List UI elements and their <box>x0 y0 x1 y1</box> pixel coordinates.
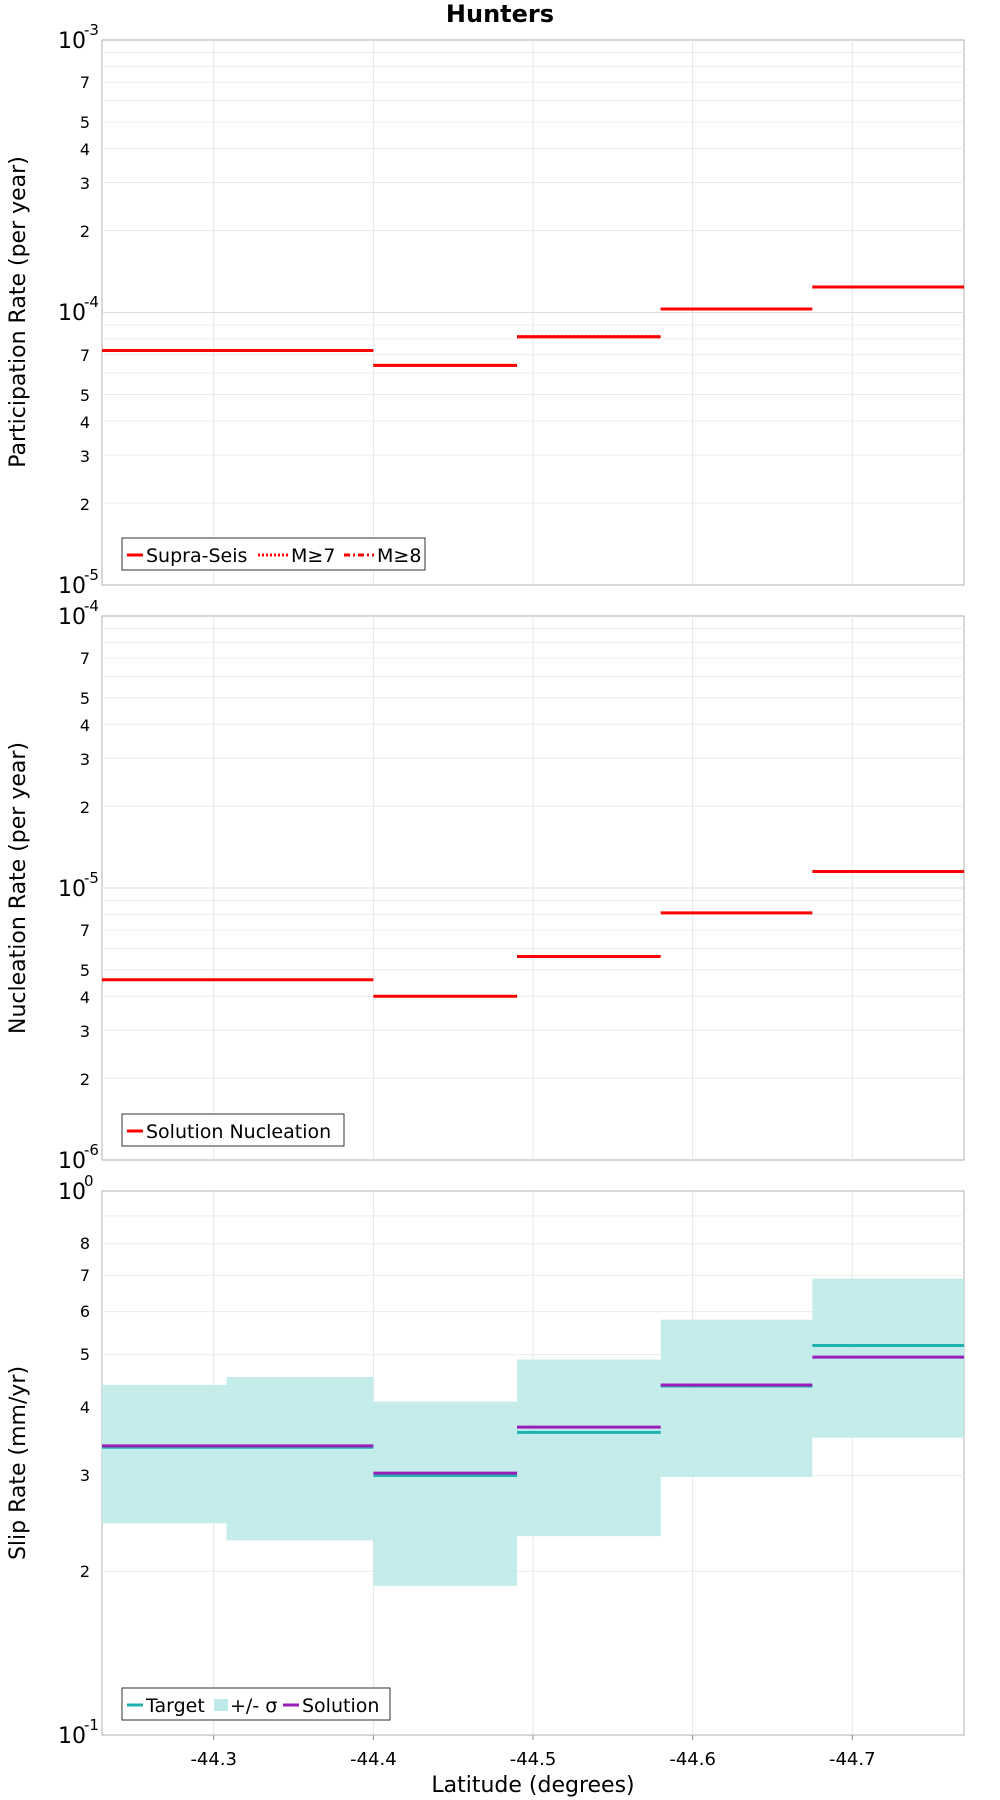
p1-minor-7b: 7 <box>80 346 90 365</box>
p2-minor-5a: 5 <box>80 689 90 708</box>
p2-minor-7a: 7 <box>80 649 90 668</box>
sigma-band-segment <box>517 1359 661 1537</box>
p3-major-0: 10 <box>58 1180 86 1205</box>
sigma-band-segment <box>102 1384 227 1524</box>
legend-label-m7: M≥7 <box>291 545 335 567</box>
p3-minor-7: 7 <box>80 1266 90 1285</box>
p2-minor-2a: 2 <box>80 798 90 817</box>
p1-major-0: 10 <box>58 29 86 54</box>
p1-major-1-exp: -4 <box>84 293 99 311</box>
p2-major-2-exp: -6 <box>84 1141 99 1159</box>
p3-minor-2: 2 <box>80 1562 90 1581</box>
x-tick-label: -44.6 <box>669 1749 716 1770</box>
p2-minor-3a: 3 <box>80 750 90 769</box>
x-tick-labels: -44.3 -44.4 -44.5 -44.6 -44.7 <box>190 1735 876 1770</box>
p1-minor-3a: 3 <box>80 174 90 193</box>
participation-legend: Supra-Seis M≥7 M≥8 <box>121 537 426 571</box>
slip-rate-ylabel: Slip Rate (mm/yr) <box>6 1366 31 1560</box>
slip-rate-panel: 10 0 10 -1 8 7 6 5 4 3 2 -44.3 -44.4 -44.5… <box>6 1172 965 1798</box>
legend-swatch-sigma <box>214 1699 228 1711</box>
p3-major-1-exp: -1 <box>84 1716 99 1734</box>
p3-major-0-exp: 0 <box>84 1172 94 1190</box>
p2-major-0-exp: -4 <box>84 597 99 615</box>
legend-label-target: Target <box>145 1695 205 1717</box>
p1-minor-7a: 7 <box>80 73 90 92</box>
slip-rate-y-ticks: 10 0 10 -1 8 7 6 5 4 3 2 <box>58 1172 99 1749</box>
p1-minor-5a: 5 <box>80 113 90 132</box>
participation-ylabel: Participation Rate (per year) <box>6 156 31 468</box>
slip-rate-legend: Target +/- σ Solution <box>121 1687 391 1721</box>
nucleation-y-ticks: 10 -4 10 -5 10 -6 7 5 4 3 2 7 5 4 3 2 <box>58 597 99 1174</box>
participation-grid <box>102 40 964 585</box>
legend-label-solution: Solution <box>302 1695 379 1717</box>
p1-major-0-exp: -3 <box>84 21 99 39</box>
participation-y-ticks: 10 -3 10 -4 10 -5 7 5 4 3 2 7 5 4 3 2 <box>58 21 99 599</box>
p1-minor-2a: 2 <box>80 222 90 241</box>
p1-minor-4a: 4 <box>80 140 90 159</box>
nucleation-legend: Solution Nucleation <box>121 1113 345 1147</box>
participation-panel: 10 -3 10 -4 10 -5 7 5 4 3 2 7 5 4 3 2 Pa… <box>6 21 965 599</box>
p1-minor-5b: 5 <box>80 386 90 405</box>
x-tick-label: -44.7 <box>829 1749 876 1770</box>
slip-rate-series <box>102 1278 964 1586</box>
p2-minor-5b: 5 <box>80 961 90 980</box>
slip-rate-legend-box <box>121 1687 391 1721</box>
nucleation-grid <box>102 616 964 1160</box>
p3-major-1: 10 <box>58 1724 86 1749</box>
p3-minor-6: 6 <box>80 1302 90 1321</box>
x-axis-label: Latitude (degrees) <box>431 1773 634 1798</box>
p2-major-0: 10 <box>58 605 86 630</box>
p1-minor-2b: 2 <box>80 495 90 514</box>
p1-major-2-exp: -5 <box>84 566 99 584</box>
x-tick-label: -44.5 <box>510 1749 557 1770</box>
p2-minor-3b: 3 <box>80 1022 90 1041</box>
sigma-band-segment <box>373 1401 518 1586</box>
chart-title: Hunters <box>446 0 554 28</box>
p1-major-1: 10 <box>58 301 86 326</box>
p1-minor-3b: 3 <box>80 447 90 466</box>
p2-minor-2b: 2 <box>80 1070 90 1089</box>
x-tick-label: -44.4 <box>350 1749 397 1770</box>
nucleation-panel: 10 -4 10 -5 10 -6 7 5 4 3 2 7 5 4 3 2 Nu… <box>6 597 965 1174</box>
legend-label-supra-seis: Supra-Seis <box>146 545 247 567</box>
legend-label-m8: M≥8 <box>377 545 421 567</box>
p3-minor-5: 5 <box>80 1345 90 1364</box>
p3-minor-8: 8 <box>80 1234 90 1253</box>
participation-legend-box <box>121 537 426 571</box>
nucleation-series <box>102 869 964 998</box>
nucleation-ylabel: Nucleation Rate (per year) <box>6 742 31 1034</box>
p2-minor-7b: 7 <box>80 921 90 940</box>
sigma-band-segment <box>226 1377 374 1541</box>
legend-label-solution-nucleation: Solution Nucleation <box>146 1121 331 1143</box>
x-tick-label: -44.3 <box>190 1749 237 1770</box>
p2-major-1: 10 <box>58 877 86 902</box>
nucleation-legend-box <box>121 1113 345 1147</box>
p2-minor-4a: 4 <box>80 716 90 735</box>
p2-major-1-exp: -5 <box>84 869 99 887</box>
p1-major-2: 10 <box>58 574 86 599</box>
sigma-band-segment <box>660 1319 813 1478</box>
p2-major-2: 10 <box>58 1149 86 1174</box>
p2-minor-4b: 4 <box>80 988 90 1007</box>
p3-minor-4: 4 <box>80 1398 90 1417</box>
participation-series <box>102 285 964 367</box>
p3-minor-3: 3 <box>80 1466 90 1485</box>
p1-minor-4b: 4 <box>80 413 90 432</box>
legend-label-sigma: +/- σ <box>230 1695 277 1717</box>
